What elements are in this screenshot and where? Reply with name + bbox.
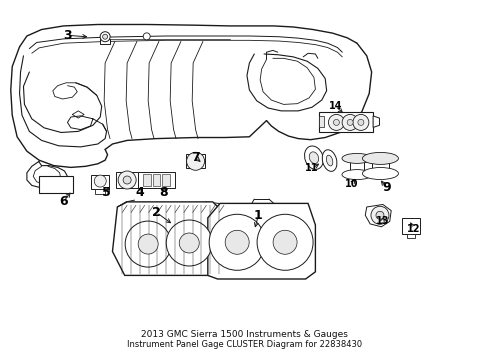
Circle shape [346,120,352,125]
Circle shape [328,114,344,130]
Text: 7: 7 [191,151,200,164]
Circle shape [123,176,131,184]
Polygon shape [95,189,105,194]
Ellipse shape [304,146,323,169]
Polygon shape [319,112,372,132]
Text: 6: 6 [59,195,68,208]
Circle shape [257,214,312,270]
Polygon shape [142,174,150,186]
Text: 1: 1 [253,210,262,222]
Polygon shape [100,39,110,44]
Ellipse shape [325,155,332,166]
Polygon shape [372,116,379,127]
Circle shape [138,234,158,254]
Polygon shape [162,174,170,186]
Text: Instrument Panel Gage CLUSTER Diagram for 22838430: Instrument Panel Gage CLUSTER Diagram fo… [127,340,361,349]
Ellipse shape [362,152,398,165]
Circle shape [357,120,363,125]
Ellipse shape [308,152,318,163]
Circle shape [166,220,212,266]
Text: 4: 4 [135,186,144,199]
Polygon shape [185,154,205,168]
Polygon shape [116,172,138,188]
Circle shape [100,32,110,42]
Circle shape [209,214,264,270]
Circle shape [370,206,388,224]
Text: 12: 12 [406,224,420,234]
Circle shape [102,34,107,39]
Text: 13: 13 [375,216,388,226]
Polygon shape [371,158,388,174]
Text: 2013 GMC Sierra 1500 Instruments & Gauges: 2013 GMC Sierra 1500 Instruments & Gauge… [141,330,347,339]
Circle shape [143,33,150,40]
Circle shape [272,230,297,254]
Polygon shape [39,176,73,193]
Circle shape [94,175,106,187]
Polygon shape [365,204,390,227]
Text: 3: 3 [63,29,72,42]
Polygon shape [27,161,67,188]
Text: 9: 9 [381,181,390,194]
Ellipse shape [341,170,371,180]
Polygon shape [349,158,364,175]
Text: 14: 14 [328,101,342,111]
Ellipse shape [362,167,398,180]
Polygon shape [401,218,419,234]
Circle shape [224,230,249,254]
Circle shape [352,114,368,130]
Circle shape [375,211,383,219]
Polygon shape [138,172,175,188]
Circle shape [333,120,339,125]
Polygon shape [152,174,160,186]
Polygon shape [406,234,414,238]
Text: 8: 8 [159,186,168,199]
Polygon shape [91,175,109,189]
Circle shape [125,221,171,267]
Text: 10: 10 [345,179,358,189]
Ellipse shape [322,150,336,171]
Circle shape [186,152,204,170]
Text: 2: 2 [152,206,161,219]
Polygon shape [207,203,315,279]
Polygon shape [112,202,224,275]
Circle shape [179,233,199,253]
Text: 5: 5 [102,186,111,199]
Polygon shape [319,116,324,127]
Ellipse shape [341,153,371,163]
Circle shape [342,114,357,130]
Circle shape [118,171,136,189]
Text: 11: 11 [305,163,318,174]
